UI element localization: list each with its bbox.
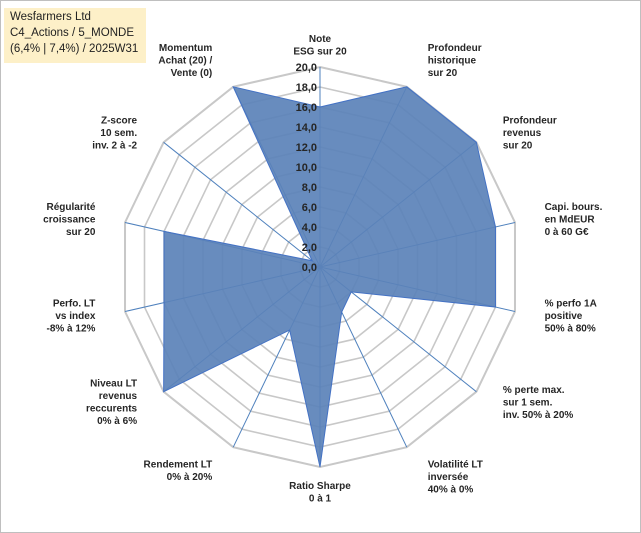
tick-label: 10,0 [296, 162, 317, 174]
tick-label: 0,0 [302, 262, 317, 274]
category-label: % perte max. sur 1 sem. inv. 50% à 20% [503, 385, 574, 421]
axis-spoke [163, 141, 321, 268]
category-label: Ratio Sharpe 0 à 1 [289, 481, 351, 505]
category-label: Niveau LT revenus reccurents 0% à 6% [86, 379, 138, 428]
radar-series [163, 86, 496, 468]
category-label: Profondeur revenus sur 20 [503, 116, 557, 152]
category-label: Profondeur historique sur 20 [428, 43, 482, 79]
period-stats: (6,4% | 7,4%) / 2025W31 [10, 43, 139, 55]
tick-label: 14,0 [296, 122, 317, 134]
tick-label: 20,0 [296, 62, 317, 74]
category-label: Volatilité LT inversée 40% à 0% [428, 460, 483, 496]
tick-label: 16,0 [296, 102, 317, 114]
tick-label: 2,0 [302, 242, 317, 254]
category-label: Perfo. LT vs index -8% à 12% [46, 298, 95, 334]
category-label: Capi. bours. en MdEUR 0 à 60 G€ [545, 202, 603, 238]
category-label: Momentum Achat (20) / Vente (0) [158, 43, 212, 79]
tick-label: 6,0 [302, 202, 317, 214]
tick-label: 8,0 [302, 182, 317, 194]
category-label: Régularité croissance sur 20 [43, 202, 96, 238]
company-name: Wesfarmers Ltd [10, 11, 91, 23]
tick-label: 18,0 [296, 82, 317, 94]
category-label: Rendement LT 0% à 20% [144, 460, 213, 484]
tick-label: 12,0 [296, 142, 317, 154]
radial-tick-labels: 0,0 2,0 4,0 6,0 8,0 10,0 12,0 14,0 16,0 18,0 20,0 [296, 62, 317, 274]
tick-label: 4,0 [302, 222, 317, 234]
category-label: Z-score 10 sem. inv. 2 à -2 [92, 116, 137, 152]
portfolio-category: C4_Actions / 5_MONDE [10, 27, 134, 39]
category-labels: Note ESG sur 20 Profondeur historique sur 20… [43, 34, 602, 505]
info-box: Wesfarmers Ltd C4_Actions / 5_MONDE (6,4… [4, 8, 146, 63]
category-label: Note ESG sur 20 [293, 34, 347, 58]
series-area [163, 86, 496, 468]
category-label: % perfo 1A positive 50% à 80% [545, 298, 597, 334]
